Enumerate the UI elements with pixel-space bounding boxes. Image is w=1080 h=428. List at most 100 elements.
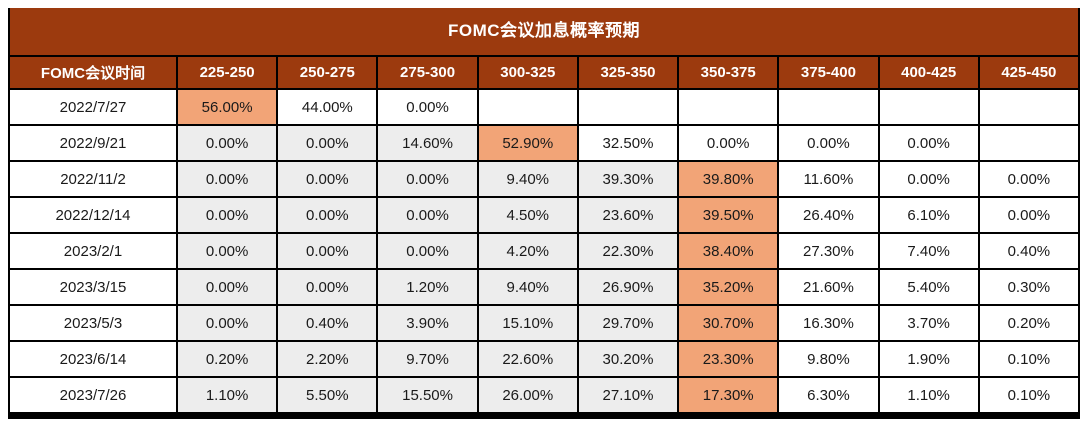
table-body: 2022/7/27 56.00% 44.00% 0.00% 2022/9/21 0.00%… (8, 88, 1080, 414)
probability-cell (576, 88, 680, 126)
probability-cell: 23.30% (677, 340, 780, 378)
probability-cell: 26.00% (476, 376, 579, 414)
probability-cell: 6.10% (877, 196, 980, 234)
probability-cell (877, 88, 980, 126)
probability-cell: 0.00% (175, 160, 279, 198)
probability-cell: 15.50% (376, 376, 479, 414)
probability-cell: 44.00% (276, 88, 379, 126)
probability-cell: 3.70% (877, 304, 980, 342)
col-header-meeting-date: FOMC会议时间 (8, 55, 178, 90)
meeting-date-cell: 2023/2/1 (8, 232, 178, 270)
probability-cell: 4.50% (476, 196, 579, 234)
probability-cell: 9.80% (777, 340, 880, 378)
probability-cell: 26.90% (576, 268, 680, 306)
probability-cell: 0.00% (276, 232, 379, 270)
meeting-date-cell: 2023/6/14 (8, 340, 178, 378)
probability-cell: 9.40% (476, 160, 579, 198)
meeting-date-cell: 2022/7/27 (8, 88, 178, 126)
probability-cell: 17.30% (677, 376, 780, 414)
probability-cell (977, 88, 1080, 126)
probability-cell: 39.30% (576, 160, 680, 198)
probability-cell: 0.00% (175, 124, 279, 162)
probability-cell: 0.10% (977, 376, 1080, 414)
probability-cell: 35.20% (677, 268, 780, 306)
probability-cell: 21.60% (777, 268, 880, 306)
probability-cell: 52.90% (476, 124, 579, 162)
fomc-probability-table-frame: FOMC会议加息概率预期 FOMC会议时间 225-250 250-275 275-3… (8, 8, 1080, 419)
probability-cell: 0.10% (977, 340, 1080, 378)
probability-cell: 0.00% (276, 160, 379, 198)
col-header-rate-range: 325-350 (576, 55, 680, 90)
probability-cell: 0.20% (977, 304, 1080, 342)
probability-cell: 0.40% (276, 304, 379, 342)
meeting-date-cell: 2023/7/26 (8, 376, 178, 414)
probability-table: FOMC会议时间 225-250 250-275 275-300 300-325 325-… (8, 55, 1080, 414)
table-row: 2022/9/21 0.00% 0.00% 14.60% 52.90% 32.50% 0.0… (8, 124, 1080, 162)
probability-cell (677, 88, 780, 126)
probability-cell: 1.90% (877, 340, 980, 378)
table-row: 2023/2/1 0.00% 0.00% 0.00% 4.20% 22.30% 38.40%… (8, 232, 1080, 270)
probability-cell: 30.70% (677, 304, 780, 342)
probability-cell: 0.00% (276, 124, 379, 162)
probability-cell: 9.70% (376, 340, 479, 378)
probability-cell: 30.20% (576, 340, 680, 378)
probability-cell: 16.30% (777, 304, 880, 342)
table-row: 2022/11/2 0.00% 0.00% 0.00% 9.40% 39.30% 39.80… (8, 160, 1080, 198)
meeting-date-cell: 2022/9/21 (8, 124, 178, 162)
probability-cell: 5.40% (877, 268, 980, 306)
probability-cell: 4.20% (476, 232, 579, 270)
meeting-date-cell: 2023/5/3 (8, 304, 178, 342)
probability-cell: 15.10% (476, 304, 579, 342)
probability-cell: 0.20% (175, 340, 279, 378)
probability-cell: 1.10% (877, 376, 980, 414)
header-row: FOMC会议时间 225-250 250-275 275-300 300-325 325-… (8, 55, 1080, 90)
col-header-rate-range: 400-425 (877, 55, 980, 90)
col-header-rate-range: 300-325 (476, 55, 579, 90)
probability-cell: 26.40% (777, 196, 880, 234)
col-header-rate-range: 350-375 (677, 55, 780, 90)
probability-cell: 0.00% (677, 124, 780, 162)
table-row: 2023/3/15 0.00% 0.00% 1.20% 9.40% 26.90% 35.20… (8, 268, 1080, 306)
col-header-rate-range: 225-250 (175, 55, 279, 90)
meeting-date-cell: 2022/11/2 (8, 160, 178, 198)
meeting-date-cell: 2022/12/14 (8, 196, 178, 234)
probability-cell: 23.60% (576, 196, 680, 234)
table-row: 2023/5/3 0.00% 0.40% 3.90% 15.10% 29.70% 30.70… (8, 304, 1080, 342)
probability-cell: 7.40% (877, 232, 980, 270)
probability-cell: 0.00% (977, 160, 1080, 198)
probability-cell: 32.50% (576, 124, 680, 162)
meeting-date-cell: 2023/3/15 (8, 268, 178, 306)
col-header-rate-range: 375-400 (777, 55, 880, 90)
table-row: 2022/7/27 56.00% 44.00% 0.00% (8, 88, 1080, 126)
probability-cell: 27.30% (777, 232, 880, 270)
probability-cell: 38.40% (677, 232, 780, 270)
probability-cell (777, 88, 880, 126)
probability-cell: 39.50% (677, 196, 780, 234)
table-row: 2022/12/14 0.00% 0.00% 0.00% 4.50% 23.60% 39.5… (8, 196, 1080, 234)
probability-cell: 14.60% (376, 124, 479, 162)
probability-cell: 1.20% (376, 268, 479, 306)
probability-cell: 27.10% (576, 376, 680, 414)
probability-cell: 39.80% (677, 160, 780, 198)
col-header-rate-range: 425-450 (977, 55, 1080, 90)
probability-cell: 22.30% (576, 232, 680, 270)
probability-cell: 0.00% (877, 160, 980, 198)
probability-cell: 0.00% (376, 88, 479, 126)
col-header-rate-range: 250-275 (276, 55, 379, 90)
probability-cell: 2.20% (276, 340, 379, 378)
table-title: FOMC会议加息概率预期 (8, 8, 1080, 55)
table-row: 2023/6/14 0.20% 2.20% 9.70% 22.60% 30.20% 23.3… (8, 340, 1080, 378)
probability-cell: 0.00% (877, 124, 980, 162)
probability-cell: 56.00% (175, 88, 279, 126)
probability-cell: 6.30% (777, 376, 880, 414)
probability-cell (476, 88, 579, 126)
col-header-rate-range: 275-300 (376, 55, 479, 90)
bottom-rule (8, 414, 1080, 419)
probability-cell: 11.60% (777, 160, 880, 198)
probability-cell: 0.00% (175, 304, 279, 342)
probability-cell: 5.50% (276, 376, 379, 414)
probability-cell: 1.10% (175, 376, 279, 414)
probability-cell: 0.00% (276, 268, 379, 306)
table-row: 2023/7/26 1.10% 5.50% 15.50% 26.00% 27.10% 17.… (8, 376, 1080, 414)
probability-cell: 0.00% (977, 196, 1080, 234)
